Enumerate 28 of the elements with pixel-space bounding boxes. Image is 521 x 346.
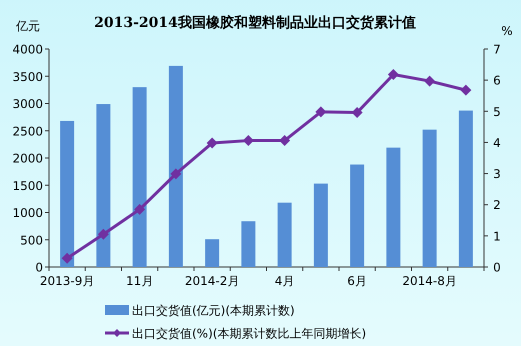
y2-tick-label: 2 bbox=[493, 198, 501, 212]
legend-label: 出口交货值(亿元)(本期累计数) bbox=[132, 304, 295, 318]
y-tick-label: 3000 bbox=[12, 97, 43, 111]
y2-tick-label: 5 bbox=[493, 104, 501, 119]
y2-tick-label: 0 bbox=[493, 260, 501, 274]
y-tick-label: 0 bbox=[35, 260, 43, 274]
legend-label: 出口交货值(%)(本期累计数比上年同期增长) bbox=[132, 326, 366, 340]
x-tick-label: 2014-2月 bbox=[184, 274, 240, 288]
y2-tick-label: 3 bbox=[493, 167, 501, 182]
y-tick-label: 500 bbox=[20, 233, 43, 248]
x-tick-label: 11月 bbox=[126, 274, 154, 288]
y-tick-label: 2000 bbox=[12, 152, 43, 166]
x-tick-label: 2014-8月 bbox=[402, 274, 457, 288]
x-tick-label: 4月 bbox=[274, 274, 294, 288]
y-axis-title: 亿元 bbox=[15, 19, 40, 33]
x-tick-label: 6月 bbox=[347, 274, 367, 288]
y-tick-label: 3500 bbox=[12, 70, 43, 84]
y2-tick-label: 7 bbox=[493, 42, 501, 56]
y2-axis-title: % bbox=[501, 24, 513, 38]
chart-title: 2013-2014我国橡胶和塑料制品业出口交货累计值 bbox=[94, 14, 416, 31]
y-tick-label: 4000 bbox=[12, 42, 43, 56]
x-tick-label: 2013-9月 bbox=[40, 274, 94, 288]
y2-tick-label: 6 bbox=[493, 74, 501, 88]
y2-tick-label: 1 bbox=[493, 229, 501, 244]
y-tick-label: 1500 bbox=[12, 178, 43, 193]
y-tick-label: 1000 bbox=[12, 206, 43, 220]
y2-tick-label: 4 bbox=[493, 136, 501, 150]
y-tick-label: 2500 bbox=[12, 124, 43, 138]
